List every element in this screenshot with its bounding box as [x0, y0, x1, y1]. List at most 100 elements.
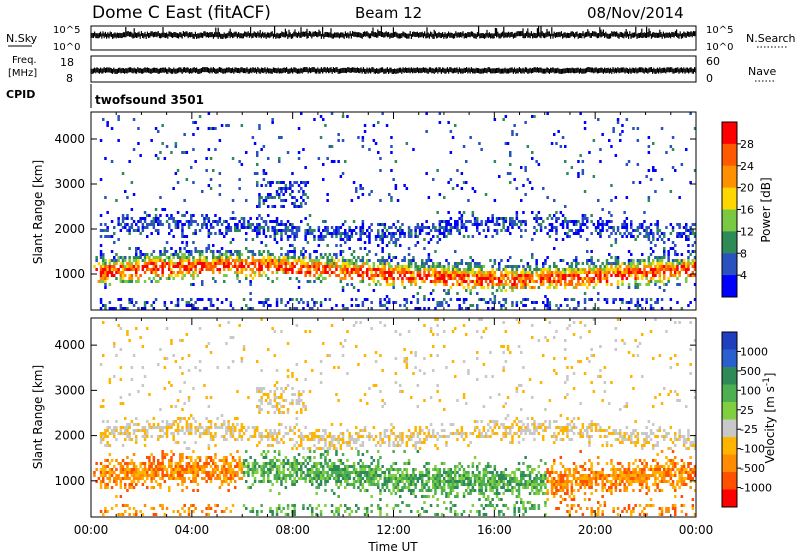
backscatter-cell — [504, 289, 508, 292]
backscatter-cell — [278, 136, 281, 139]
backscatter-cell — [590, 280, 593, 283]
backscatter-cell — [93, 474, 96, 477]
backscatter-cell — [284, 223, 288, 226]
backscatter-cell — [491, 268, 494, 271]
backscatter-cell — [658, 268, 662, 271]
backscatter-cell — [132, 468, 136, 471]
backscatter-cell — [198, 426, 202, 429]
backscatter-cell — [372, 124, 376, 127]
backscatter-cell — [280, 247, 283, 250]
backscatter-cell — [465, 298, 468, 301]
backscatter-cell — [506, 265, 510, 268]
backscatter-cell — [212, 169, 215, 172]
backscatter-cell — [249, 226, 252, 229]
backscatter-cell — [128, 226, 131, 229]
backscatter-cell — [509, 265, 512, 268]
backscatter-cell — [487, 286, 490, 289]
backscatter-cell — [346, 265, 349, 268]
backscatter-cell — [548, 280, 552, 283]
backscatter-cell — [460, 280, 464, 283]
backscatter-cell — [148, 214, 151, 217]
backscatter-cell — [286, 238, 290, 241]
backscatter-cell — [480, 286, 483, 289]
backscatter-cell — [647, 256, 651, 259]
backscatter-cell — [141, 223, 145, 226]
backscatter-cell — [163, 387, 167, 390]
backscatter-cell — [311, 229, 314, 232]
backscatter-cell — [216, 259, 219, 262]
backscatter-cell — [658, 274, 662, 277]
backscatter-cell — [115, 495, 118, 498]
backscatter-cell — [121, 271, 125, 274]
backscatter-cell — [102, 474, 105, 477]
backscatter-cell — [517, 280, 521, 283]
backscatter-cell — [355, 298, 358, 301]
backscatter-cell — [506, 271, 510, 274]
backscatter-cell — [119, 471, 123, 474]
backscatter-cell — [678, 235, 681, 238]
backscatter-cell — [390, 136, 393, 139]
backscatter-cell — [368, 250, 371, 253]
backscatter-cell — [185, 486, 189, 489]
backscatter-cell — [108, 235, 112, 238]
backscatter-cell — [117, 474, 120, 477]
backscatter-cell — [205, 226, 208, 229]
backscatter-cell — [645, 232, 648, 235]
backscatter-cell — [500, 289, 503, 292]
backscatter-cell — [638, 226, 642, 229]
backscatter-cell — [236, 274, 239, 277]
backscatter-cell — [231, 265, 235, 268]
backscatter-cell — [185, 151, 189, 154]
backscatter-cell — [447, 268, 450, 271]
backscatter-cell — [168, 232, 171, 235]
backscatter-cell — [482, 271, 486, 274]
backscatter-cell — [520, 199, 523, 202]
backscatter-cell — [262, 172, 266, 175]
backscatter-cell — [493, 301, 497, 304]
backscatter-cell — [99, 441, 103, 444]
backscatter-cell — [392, 277, 395, 280]
backscatter-cell — [157, 459, 160, 462]
backscatter-cell — [649, 253, 653, 256]
backscatter-cell — [636, 259, 640, 262]
backscatter-cell — [619, 268, 622, 271]
backscatter-cell — [115, 354, 118, 357]
backscatter-cell — [121, 172, 125, 175]
backscatter-cell — [212, 265, 215, 268]
backscatter-cell — [368, 283, 371, 286]
backscatter-cell — [106, 211, 109, 214]
backscatter-cell — [330, 160, 334, 163]
backscatter-cell — [216, 298, 219, 301]
backscatter-cell — [306, 265, 310, 268]
backscatter-cell — [495, 217, 499, 220]
backscatter-cell — [383, 226, 387, 229]
backscatter-cell — [381, 262, 384, 265]
backscatter-cell — [185, 265, 189, 268]
backscatter-cell — [392, 232, 395, 235]
backscatter-cell — [115, 277, 118, 280]
backscatter-cell — [176, 265, 180, 268]
backscatter-cell — [689, 232, 692, 235]
backscatter-cell — [319, 256, 323, 259]
backscatter-cell — [289, 223, 292, 226]
backscatter-cell — [443, 298, 446, 301]
backscatter-cell — [308, 214, 312, 217]
backscatter-cell — [179, 366, 182, 369]
backscatter-cell — [370, 229, 373, 232]
backscatter-cell — [638, 181, 642, 184]
backscatter-cell — [181, 271, 184, 274]
backscatter-cell — [555, 304, 558, 307]
backscatter-cell — [146, 226, 149, 229]
backscatter-cell — [590, 262, 593, 265]
backscatter-cell — [110, 127, 114, 130]
backscatter-cell — [187, 265, 191, 268]
backscatter-cell — [588, 280, 591, 283]
backscatter-cell — [487, 271, 490, 274]
backscatter-cell — [163, 157, 167, 160]
backscatter-cell — [652, 169, 655, 172]
backscatter-cell — [194, 429, 197, 432]
backscatter-cell — [542, 268, 545, 271]
backscatter-cell — [623, 220, 626, 223]
backscatter-cell — [174, 429, 178, 432]
backscatter-cell — [168, 268, 171, 271]
